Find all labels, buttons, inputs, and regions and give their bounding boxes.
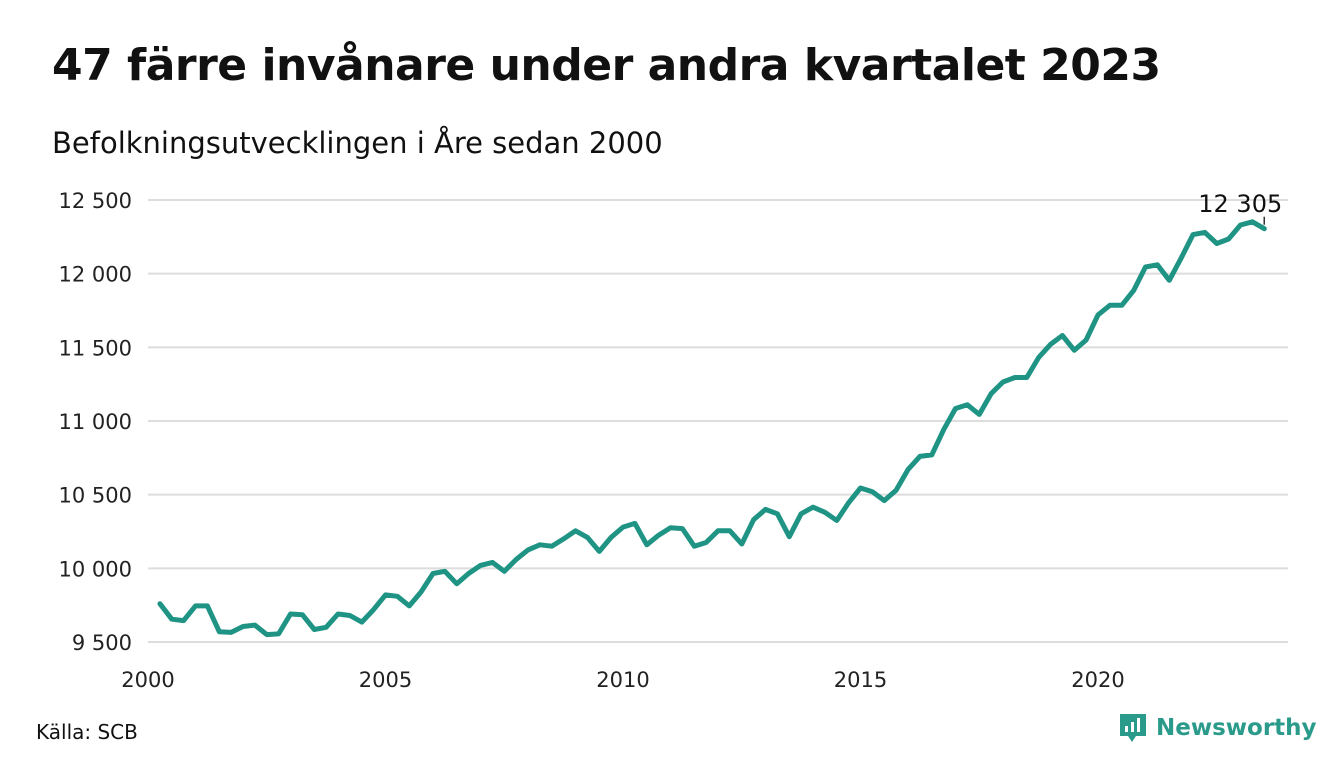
chart-subtitle: Befolkningsutvecklingen i Åre sedan 2000 [52, 126, 663, 160]
y-tick-label: 10 000 [59, 557, 132, 581]
newsworthy-logo-icon [1120, 714, 1146, 742]
x-tick-label: 2005 [359, 668, 412, 692]
chart-title: 47 färre invånare under andra kvartalet … [52, 40, 1161, 91]
brand-logo[interactable]: Newsworthy [1118, 712, 1317, 744]
series-layer [157, 219, 1267, 638]
source-note: Källa: SCB [36, 720, 138, 744]
annotation-layer: 12 305 [1198, 190, 1282, 225]
brand-name: Newsworthy [1156, 715, 1317, 741]
series-line [157, 219, 1267, 638]
x-tick-label: 2020 [1071, 668, 1124, 692]
x-tick-label: 2015 [834, 668, 887, 692]
end-value-label: 12 305 [1198, 190, 1282, 218]
y-tick-label: 12 000 [59, 263, 132, 287]
y-axis-labels: 9 500 10 000 10 500 11 000 11 500 12 000 12 50… [59, 189, 132, 655]
y-tick-label: 11 500 [59, 336, 132, 360]
y-tick-label: 11 000 [59, 410, 132, 434]
y-tick-label: 12 500 [59, 189, 132, 213]
x-axis-labels: 2000 2005 2010 2015 2020 [121, 668, 1124, 692]
grid-layer [148, 199, 1288, 643]
x-tick-label: 2000 [121, 668, 174, 692]
y-tick-label: 9 500 [72, 631, 132, 655]
x-tick-label: 2010 [596, 668, 649, 692]
y-tick-label: 10 500 [59, 484, 132, 508]
